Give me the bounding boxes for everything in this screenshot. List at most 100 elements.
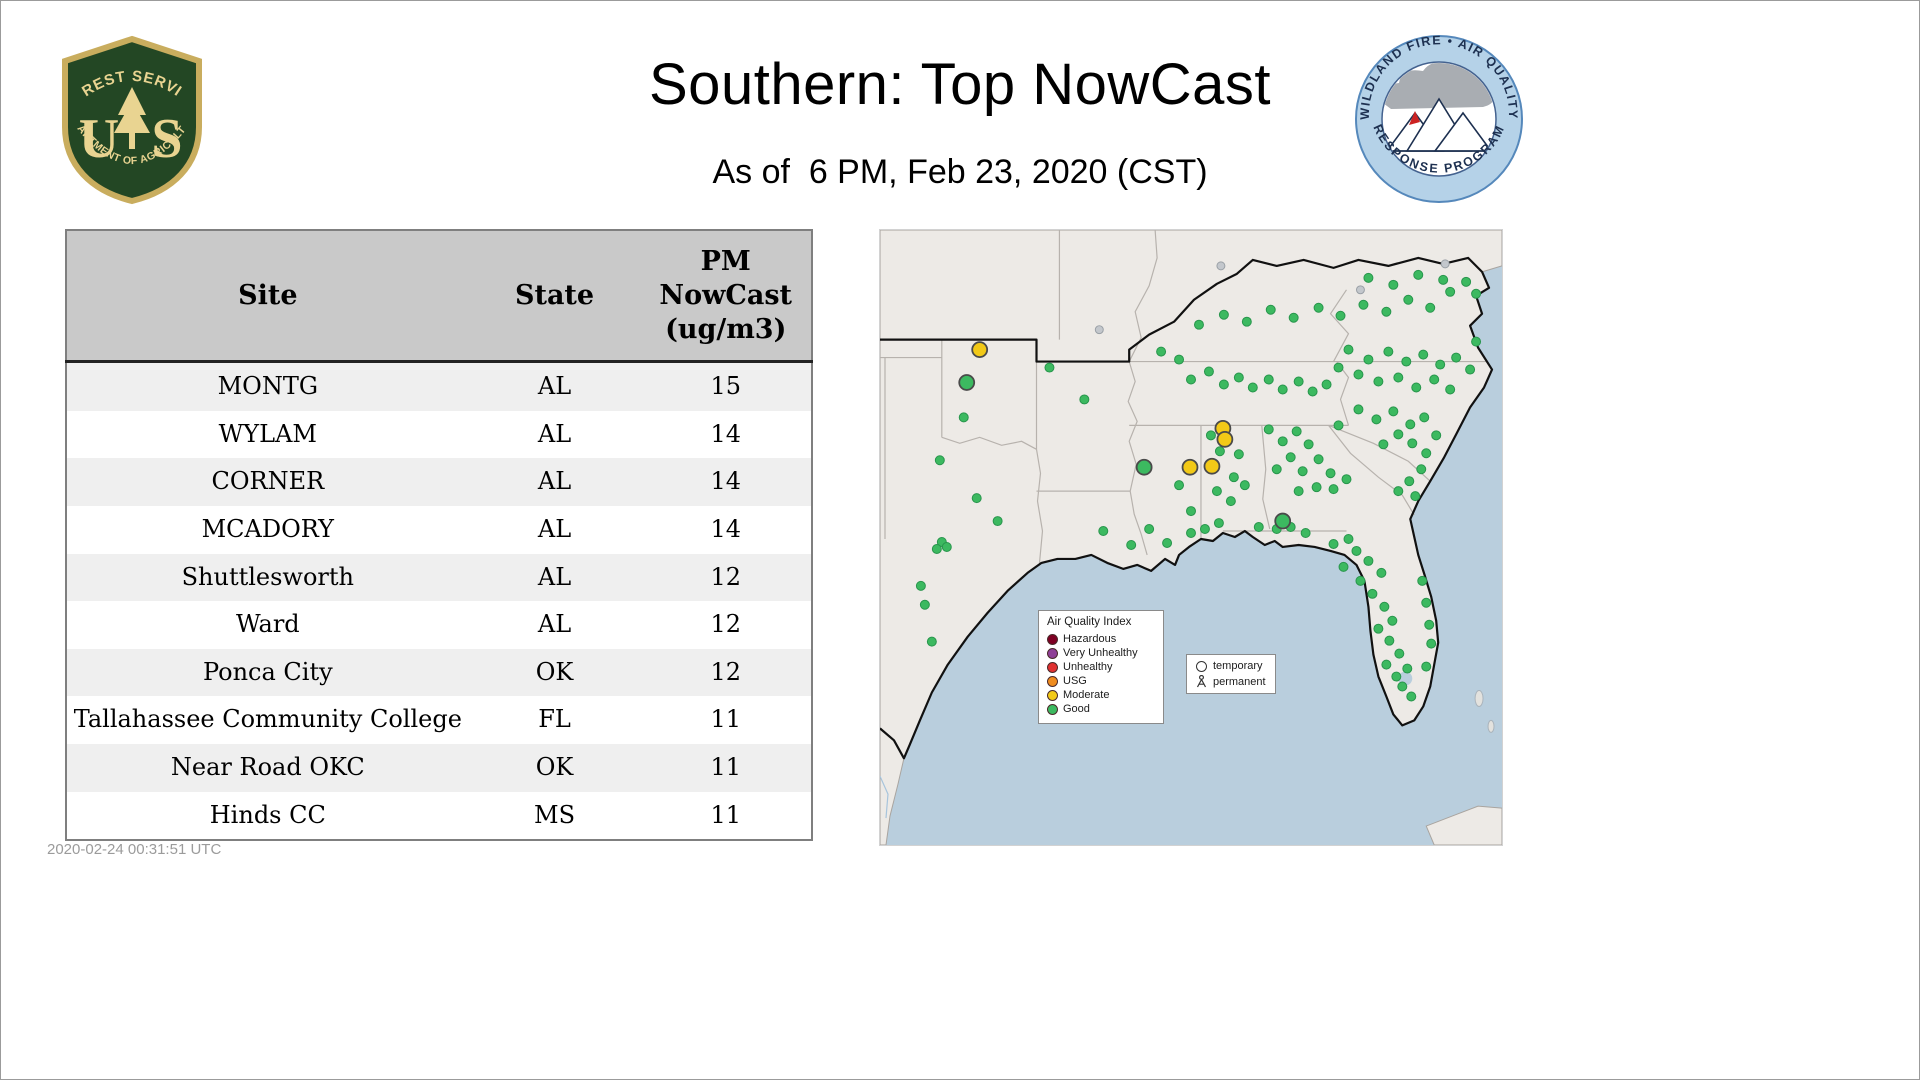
monitor-permanent-good [1406,691,1417,702]
monitor-permanent-good [1445,286,1456,297]
permanent-label: permanent [1213,675,1266,688]
monitor-permanent-good [1393,486,1404,497]
monitor-permanent-good [1297,466,1308,477]
monitor-permanent-good [1328,538,1339,549]
monitor-permanent-good [1379,601,1390,612]
monitor-permanent-good [1263,424,1274,435]
monitor-permanent-good [1341,474,1352,485]
monitor-temporary-good [1135,458,1153,476]
cell-pm-nowcast: 14 [710,515,741,544]
monitor-permanent-good [1383,346,1394,357]
aqi-legend-label: Hazardous [1063,633,1117,645]
monitor-permanent-good [1333,362,1344,373]
cuba-land [1425,805,1502,845]
monitor-permanent-good [1218,379,1229,390]
monitor-permanent-good [1363,354,1374,365]
col-header-pm-nowcast: PM NowCast (ug/m3) [640,230,812,364]
monitor-permanent-good [1438,274,1449,285]
monitor-permanent-good [1343,534,1354,544]
cell-pm-nowcast: 11 [710,705,741,734]
col-header-site: Site [66,230,469,364]
monitor-permanent-good [1471,288,1482,299]
monitor-permanent-good [1397,681,1408,692]
cell-pm-nowcast: 11 [710,800,741,829]
monitor-permanent-good [941,541,952,552]
page-title: Southern: Top NowCast [649,52,1271,117]
aqi-legend-item: Good [1047,702,1155,716]
aqi-legend-swatch [1047,675,1058,687]
monitor-permanent-good [1435,359,1446,370]
monitor-permanent-good [1186,374,1196,385]
col-header-state: State [468,230,641,364]
monitor-permanent-good [1421,448,1432,459]
monitor-permanent-good [1426,638,1437,649]
table-row: Near Road OKC OK 11 [66,744,812,792]
table-row: MONTG AL 15 [66,361,812,411]
aqi-legend-swatch [1047,689,1058,701]
monitor-permanent-good [1303,439,1314,450]
aqi-legend-title: Air Quality Index [1047,616,1132,628]
monitor-permanent-good [1277,384,1288,395]
monitor-permanent-good [1421,597,1432,608]
monitor-permanent-good [1343,344,1354,355]
monitor-permanent-good [1404,476,1415,487]
cell-pm-nowcast: 12 [710,657,741,686]
table-row: Hinds CC MS 11 [66,791,812,841]
cell-state: AL [537,372,572,401]
monitor-permanent-good [1288,312,1299,323]
monitor-permanent-good [1425,302,1436,313]
monitor-permanent-good [971,493,982,504]
forest-service-shield: FOREST SERVICE U S DEPARTMENT OF AGRICUL… [51,22,202,205]
table-row: MCADORY AL 14 [66,506,812,554]
monitor-markers-layer [915,259,1482,702]
aqi-legend-item: Unhealthy [1047,660,1155,674]
monitor-permanent-good [1391,671,1402,682]
table-row: Ward AL 12 [66,601,812,649]
monitor-permanent-good [1363,272,1374,283]
cell-state: OK [535,657,574,686]
monitor-permanent-good [1265,304,1276,315]
cell-pm-nowcast: 14 [710,419,741,448]
marker-type-legend: temporary permanent [1186,654,1276,694]
table-header-row: Site State PM NowCast (ug/m3) [66,230,812,364]
monitor-permanent-good [1293,376,1304,387]
island [1487,719,1495,733]
monitor-temporary-moderate [971,341,989,358]
monitor-permanent-good [1044,362,1055,373]
monitor-permanent-good [1335,310,1346,321]
monitor-permanent-good [1277,436,1288,447]
monitor-permanent-good [1241,316,1252,327]
monitor-permanent-good [1144,524,1155,535]
monitor-permanent-good [1307,386,1318,397]
aqi-legend-swatch [1047,633,1058,645]
monitor-temporary-moderate [1203,457,1221,475]
monitor-permanent-good [1407,438,1418,449]
nowcast-table-container: Site State PM NowCast (ug/m3) MONTG AL 15 W… [65,229,813,842]
monitor-permanent-good [1205,430,1216,441]
monitor-permanent-good [1388,406,1399,417]
generated-timestamp: 2020-02-24 00:31:51 UTC [47,841,222,858]
monitor-permanent-good [1162,537,1173,548]
monitor-permanent-good [1416,464,1427,475]
smoke-plume-icon [1383,63,1493,109]
monitor-permanent-good [1186,528,1196,538]
monitor-permanent-good [1358,299,1369,310]
cell-site: Tallahassee Community College [73,705,462,734]
monitor-permanent-good [1328,484,1339,495]
monitor-permanent-good [931,543,942,554]
monitor-permanent-good [919,599,930,610]
monitor-permanent-good [1393,372,1404,383]
monitor-permanent-good [1393,429,1404,440]
monitor-permanent-inactive [1216,261,1226,271]
table-row: CORNER AL 14 [66,458,812,507]
cell-state: MS [534,800,576,829]
aqi-legend-list: Hazardous Very Unhealthy Unhealthy USG Moder… [1047,632,1155,716]
monitor-permanent-good [1381,659,1392,670]
monitor-permanent-good [1371,414,1382,425]
monitor-permanent-good [1376,567,1387,578]
cell-site: Hinds CC [209,800,326,829]
cell-site: MCADORY [201,515,334,544]
southern-region-outline [880,256,1494,760]
aqi-legend-item: Hazardous [1047,632,1155,646]
monitor-permanent-good [1431,430,1442,441]
